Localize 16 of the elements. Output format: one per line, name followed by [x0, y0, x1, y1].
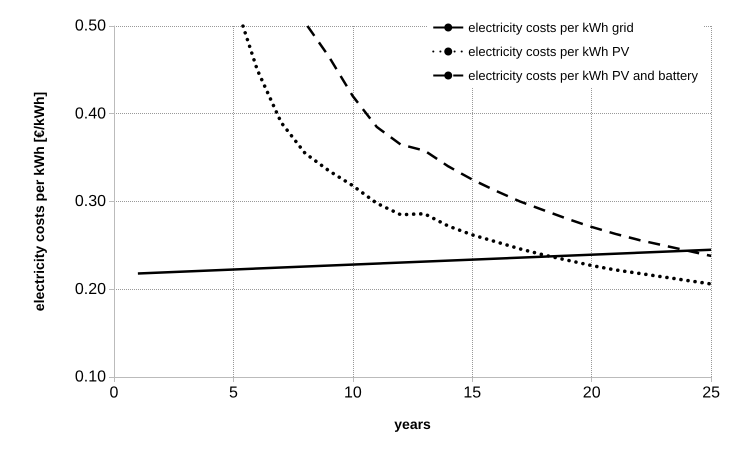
x-tick-label: 10 [344, 384, 362, 402]
legend-label: electricity costs per kWh PV [468, 44, 630, 59]
y-axis-title: electricity costs per kWh [€/kWh] [31, 92, 47, 312]
x-tick-label: 15 [463, 384, 482, 402]
x-tick-label: 0 [110, 384, 119, 402]
x-axis-title: years [394, 416, 432, 432]
y-tick-label: 0.40 [74, 105, 106, 122]
y-tick-label: 0.10 [74, 368, 106, 386]
x-tick-label: 20 [582, 384, 601, 402]
x-tick-label: 25 [702, 384, 720, 402]
x-tick-label: 5 [228, 384, 238, 402]
legend-label: electricity costs per kWh grid [468, 20, 634, 35]
y-tick-label: 0.50 [74, 18, 106, 34]
legend-label: electricity costs per kWh PV and battery [468, 68, 698, 83]
y-tick-label: 0.20 [74, 280, 106, 298]
y-tick-label: 0.30 [74, 193, 106, 210]
